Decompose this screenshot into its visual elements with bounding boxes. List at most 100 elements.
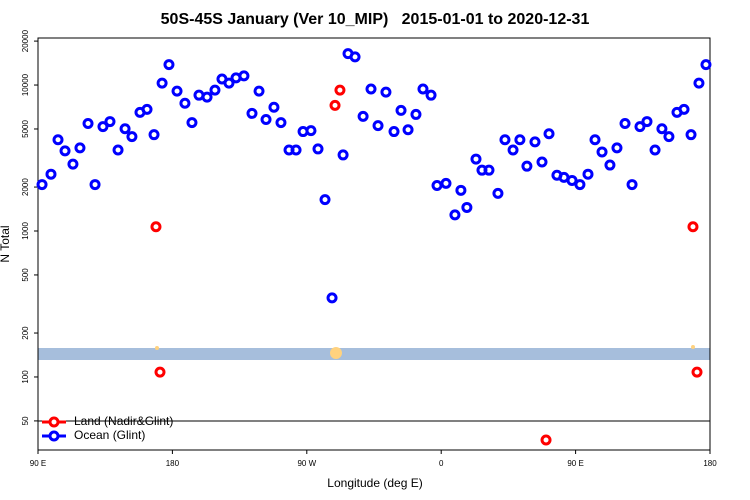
data-point bbox=[326, 292, 338, 304]
data-point bbox=[163, 59, 175, 71]
shaded-band bbox=[38, 348, 710, 360]
data-point bbox=[74, 142, 86, 154]
data-point bbox=[492, 187, 504, 199]
data-point bbox=[582, 168, 594, 180]
legend-marker bbox=[48, 416, 60, 428]
data-point bbox=[574, 179, 586, 191]
data-point bbox=[112, 144, 124, 156]
data-point bbox=[337, 149, 349, 161]
data-point bbox=[589, 134, 601, 146]
legend-label: Land (Nadir&Glint) bbox=[74, 414, 173, 428]
y-tick-label: 50 bbox=[21, 416, 30, 425]
x-tick-label: 90 E bbox=[30, 459, 46, 468]
data-point bbox=[45, 168, 57, 180]
y-axis-label: N Total bbox=[0, 225, 12, 262]
data-point bbox=[693, 77, 705, 89]
data-point bbox=[388, 126, 400, 138]
data-point bbox=[52, 134, 64, 146]
data-point bbox=[656, 123, 668, 135]
data-point bbox=[440, 177, 452, 189]
data-point bbox=[380, 86, 392, 98]
data-point bbox=[626, 179, 638, 191]
data-point bbox=[319, 194, 331, 206]
x-axis-label: Longitude (deg E) bbox=[327, 476, 422, 490]
data-point bbox=[514, 134, 526, 146]
x-tick-label: 90 W bbox=[297, 459, 316, 468]
y-tick-label: 10000 bbox=[21, 73, 30, 96]
legend-marker bbox=[48, 430, 60, 442]
data-point bbox=[455, 184, 467, 196]
data-point bbox=[540, 434, 552, 446]
data-point bbox=[641, 116, 653, 128]
data-point bbox=[150, 221, 162, 233]
data-point bbox=[634, 121, 646, 133]
data-point bbox=[596, 146, 608, 158]
data-point bbox=[171, 85, 183, 97]
data-point bbox=[154, 366, 166, 378]
data-point bbox=[619, 118, 631, 130]
legend-label: Ocean (Glint) bbox=[74, 428, 145, 442]
data-point bbox=[678, 103, 690, 115]
data-point bbox=[305, 125, 317, 137]
data-point bbox=[499, 134, 511, 146]
data-point bbox=[67, 158, 79, 170]
data-point bbox=[417, 83, 429, 95]
data-point bbox=[449, 209, 461, 221]
data-point bbox=[410, 108, 422, 120]
data-point bbox=[275, 117, 287, 129]
data-point bbox=[357, 110, 369, 122]
data-point bbox=[148, 129, 160, 141]
data-point bbox=[97, 121, 109, 133]
marker-highlight bbox=[155, 346, 159, 350]
data-point bbox=[36, 179, 48, 191]
data-point bbox=[663, 131, 675, 143]
data-point bbox=[543, 128, 555, 140]
data-point bbox=[470, 153, 482, 165]
marker-highlight bbox=[691, 345, 695, 349]
data-point bbox=[238, 70, 250, 82]
y-tick-label: 20000 bbox=[21, 29, 30, 52]
x-tick-label: 180 bbox=[166, 459, 180, 468]
y-tick-label: 200 bbox=[21, 326, 30, 340]
data-point bbox=[604, 159, 616, 171]
data-point bbox=[156, 77, 168, 89]
data-point bbox=[89, 179, 101, 191]
data-point bbox=[104, 116, 116, 128]
data-point bbox=[611, 142, 623, 154]
data-point bbox=[260, 113, 272, 125]
data-point bbox=[334, 84, 346, 96]
data-point bbox=[209, 84, 221, 96]
y-tick-label: 2000 bbox=[21, 178, 30, 196]
data-point bbox=[687, 221, 699, 233]
y-tick-label: 100 bbox=[21, 370, 30, 384]
data-point bbox=[649, 144, 661, 156]
data-point bbox=[461, 201, 473, 213]
data-point bbox=[82, 118, 94, 130]
data-point bbox=[141, 103, 153, 115]
data-point bbox=[685, 129, 697, 141]
data-point bbox=[536, 156, 548, 168]
data-point bbox=[290, 144, 302, 156]
y-tick-label: 5000 bbox=[21, 120, 30, 138]
data-point bbox=[268, 101, 280, 113]
data-point bbox=[365, 83, 377, 95]
data-point bbox=[402, 124, 414, 136]
data-point bbox=[521, 160, 533, 172]
plot-frame bbox=[37, 37, 711, 451]
data-point bbox=[201, 91, 213, 103]
x-tick-label: 90 E bbox=[567, 459, 583, 468]
data-point bbox=[186, 117, 198, 129]
data-point bbox=[691, 366, 703, 378]
data-point bbox=[566, 174, 578, 186]
data-point bbox=[223, 77, 235, 89]
y-tick-label: 500 bbox=[21, 268, 30, 282]
chart-title: 50S-45S January (Ver 10_MIP) 2015-01-01 … bbox=[161, 11, 590, 28]
data-point bbox=[59, 145, 71, 157]
y-tick-label: 1000 bbox=[21, 222, 30, 240]
data-point bbox=[700, 59, 712, 71]
x-tick-label: 180 bbox=[703, 459, 717, 468]
data-point bbox=[253, 85, 265, 97]
data-point bbox=[246, 107, 258, 119]
